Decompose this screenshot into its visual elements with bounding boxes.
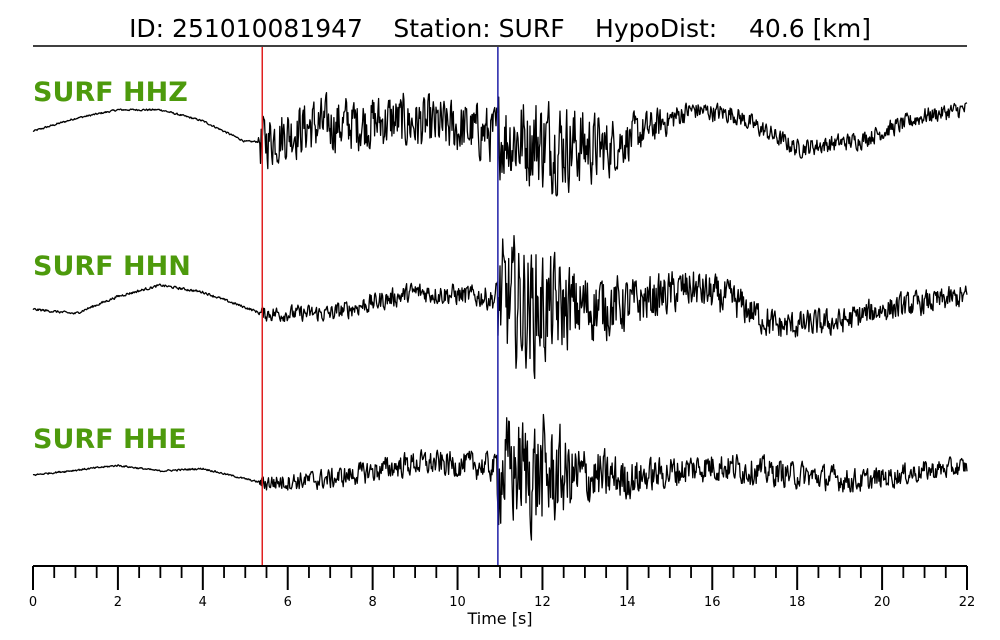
x-tick-label: 6 <box>284 595 292 610</box>
hypodist-title: HypoDist: 40.6 [km] <box>595 14 871 43</box>
channel-label-surf-hhz: SURF HHZ <box>33 77 188 108</box>
x-tick-label: 8 <box>368 595 376 610</box>
phase-picks <box>261 47 499 566</box>
x-tick-label: 14 <box>619 595 636 610</box>
channel-label-surf-hhn: SURF HHN <box>33 251 191 282</box>
waveform-traces <box>32 91 968 541</box>
x-tick-label: 22 <box>959 595 976 610</box>
waveform-surf-hhn <box>32 235 968 380</box>
x-tick-label: 10 <box>449 595 466 610</box>
x-tick-label: 20 <box>874 595 891 610</box>
x-tick-label: 16 <box>704 595 721 610</box>
x-axis-label: Time [s] <box>466 609 532 628</box>
time-axis: 0 2 4 6 8 10 12 14 16 18 20 22 <box>29 565 976 610</box>
x-tick-label: 4 <box>199 595 207 610</box>
waveform-surf-hhz <box>32 91 968 197</box>
channel-label-surf-hhe: SURF HHE <box>33 424 187 455</box>
x-tick-label: 18 <box>789 595 806 610</box>
x-tick-label: 0 <box>29 595 37 610</box>
station-title: Station: SURF <box>393 14 564 43</box>
x-tick-label: 12 <box>534 595 551 610</box>
waveform-surf-hhe <box>32 413 968 541</box>
channel-labels: SURF HHZ SURF HHN SURF HHE <box>33 77 191 455</box>
event-id-title: ID: 251010081947 <box>129 14 363 43</box>
x-tick-label: 2 <box>114 595 122 610</box>
